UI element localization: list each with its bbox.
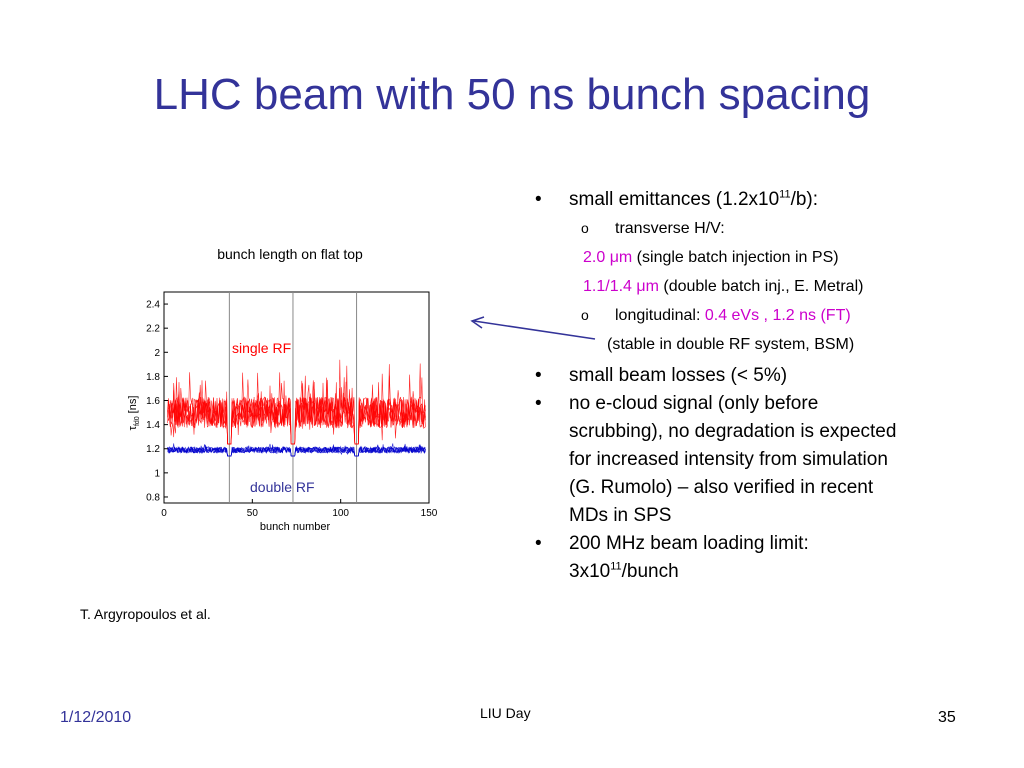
bullet-text: small beam losses (< 5%)	[569, 365, 787, 386]
highlight-value: 2.0 μm	[583, 249, 632, 266]
transverse-double-batch: 1.1/1.4 μm (double batch inj., E. Metral…	[535, 272, 995, 301]
bullet-marker: •	[535, 362, 542, 390]
figure-credit: T. Argyropoulos et al.	[80, 606, 211, 622]
bullet-text: 200 MHz beam loading limit:	[569, 533, 809, 554]
x-tick-label: 50	[247, 508, 259, 519]
y-tick-label: 2.2	[146, 324, 160, 335]
chart-caption: bunch length on flat top	[160, 246, 420, 262]
exponent: 11	[610, 561, 621, 573]
bullet-text: (G. Rumolo) – also verified in recent	[569, 477, 873, 498]
bullet-text: for increased intensity from simulation	[569, 449, 888, 470]
bullet-text: 3x10	[569, 561, 610, 582]
bullet-beam-loading: • 200 MHz beam loading limit: 3x1011/bun…	[535, 530, 995, 586]
bullet-text: no e-cloud signal (only before	[569, 393, 818, 414]
bullet-losses: • small beam losses (< 5%)	[535, 362, 995, 390]
page-number: 35	[938, 709, 956, 727]
bunch-length-chart: 0 50 100 150 0.8 1 1.2 1.4 1.6 1.8 2 2.2 2.4 bunch n…	[120, 285, 450, 535]
sub-bullet-marker: o	[581, 301, 589, 330]
bullet-marker: •	[535, 390, 542, 418]
bullet-list: • small emittances (1.2x1011/b): o trans…	[535, 186, 995, 586]
bullet-text: MDs in SPS	[569, 505, 671, 526]
sub-bullet-longitudinal: o longitudinal: 0.4 eVs , 1.2 ns (FT)	[535, 301, 995, 330]
sub-bullet-text: transverse H/V:	[615, 220, 725, 237]
y-tick-label: 1.8	[146, 372, 160, 383]
y-tick-label: 0.8	[146, 492, 160, 503]
sub-bullet-marker: o	[581, 214, 589, 243]
highlight-value: 1.1/1.4 μm	[583, 278, 659, 295]
note-text: (single batch injection in PS)	[632, 249, 838, 266]
y-tick-label: 2	[154, 348, 160, 359]
transverse-single-batch: 2.0 μm (single batch injection in PS)	[535, 243, 995, 272]
bullet-marker: •	[535, 530, 542, 558]
y-tick-label: 2.4	[146, 300, 160, 311]
bullet-text: small emittances (1.2x10	[569, 189, 779, 210]
longitudinal-note: (stable in double RF system, BSM)	[535, 330, 995, 359]
y-axis-label: τfd0[ns]	[127, 396, 141, 431]
y-tick-label: 1.6	[146, 396, 160, 407]
exponent: 11	[779, 189, 790, 201]
bullet-marker: •	[535, 186, 542, 214]
x-tick-label: 100	[332, 508, 349, 519]
x-axis-label: bunch number	[260, 521, 331, 533]
plot-frame	[164, 292, 429, 503]
x-tick-label: 0	[161, 508, 167, 519]
plot-area	[164, 292, 429, 503]
bullet-emittances: • small emittances (1.2x1011/b):	[535, 186, 995, 214]
note-text: (double batch inj., E. Metral)	[659, 278, 864, 295]
bullet-text: /bunch	[622, 561, 679, 582]
sub-bullet-transverse: o transverse H/V:	[535, 214, 995, 243]
svg-text:τfd0[ns]: τfd0[ns]	[127, 396, 141, 431]
footer-date: 1/12/2010	[60, 709, 131, 727]
y-tick-label: 1.4	[146, 420, 160, 431]
highlight-value: 0.4 eVs , 1.2 ns (FT)	[705, 307, 851, 324]
y-tick-label: 1.2	[146, 444, 160, 455]
bullet-text: scrubbing), no degradation is expected	[569, 421, 896, 442]
double-rf-label: double RF	[250, 479, 315, 495]
single-rf-label: single RF	[232, 340, 291, 356]
slide-title: LHC beam with 50 ns bunch spacing	[0, 70, 1024, 120]
bullet-ecloud: • no e-cloud signal (only before scrubbi…	[535, 390, 995, 530]
y-tick-label: 1	[154, 468, 160, 479]
sub-bullet-text: longitudinal:	[615, 307, 705, 324]
footer-event: LIU Day	[480, 705, 531, 721]
x-tick-label: 150	[421, 508, 438, 519]
bullet-text: /b):	[791, 189, 818, 210]
